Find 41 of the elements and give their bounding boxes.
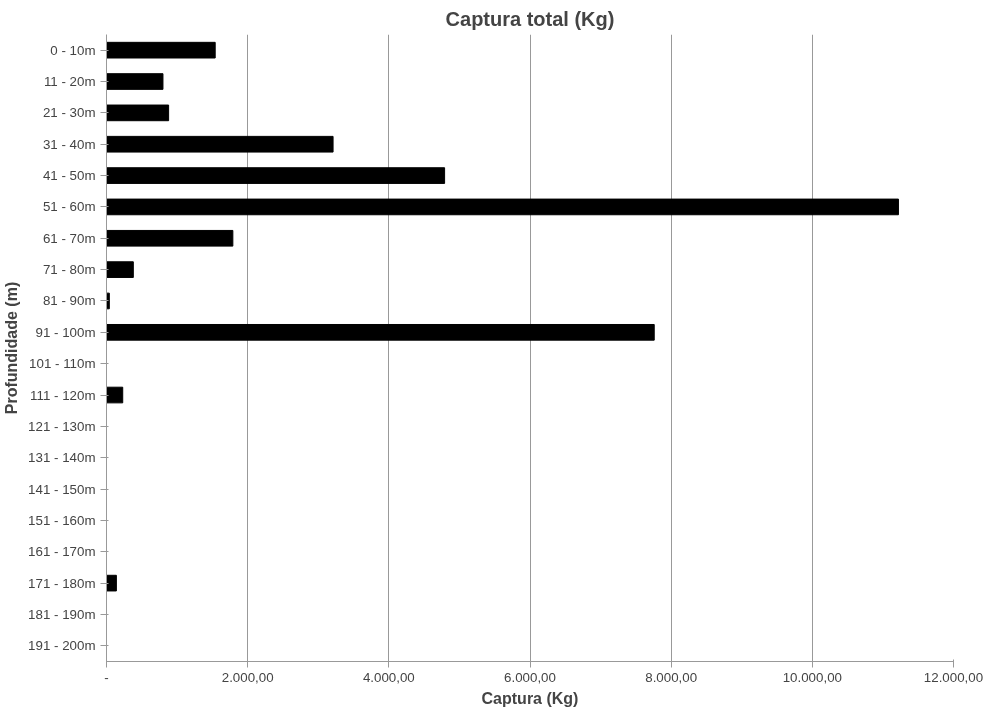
y-tick-label: 61 - 70m: [42, 230, 96, 246]
x-tick-label: 12.000,00: [923, 669, 984, 685]
y-tick-label: 111 - 120m: [30, 387, 96, 403]
bar: [106, 41, 216, 59]
y-tick-label: 151 - 160m: [28, 512, 96, 528]
x-tick-label: 10.000,00: [782, 669, 842, 685]
y-tick-label: 21 - 30m: [42, 105, 96, 121]
y-tick-label: 81 - 90m: [42, 293, 96, 309]
bar: [106, 386, 124, 404]
bar: [106, 198, 899, 216]
bar: [106, 73, 164, 90]
x-tick-label: 4.000,00: [362, 669, 415, 685]
bar: [106, 574, 117, 592]
y-axis-title: Profundidade (m): [3, 281, 21, 415]
x-axis-title: Captura (Kg): [481, 689, 579, 707]
y-tick-label: 161 - 170m: [28, 544, 96, 560]
bar: [106, 323, 655, 341]
y-tick-label: 141 - 150m: [28, 481, 96, 497]
x-tick-label: 8.000,00: [645, 669, 698, 685]
x-tick-label: 6.000,00: [504, 669, 556, 685]
y-tick-label: 51 - 60m: [42, 199, 96, 215]
y-tick-label: 31 - 40m: [42, 136, 96, 152]
bar: [106, 261, 134, 278]
x-tick-label: 2.000,00: [221, 669, 274, 685]
y-tick-label: 121 - 130m: [28, 418, 96, 434]
x-tick-label: -: [104, 669, 109, 685]
y-tick-label: 11 - 20m: [43, 74, 96, 90]
y-tick-label: 41 - 50m: [42, 168, 96, 184]
y-tick-label: 0 - 10m: [50, 42, 96, 58]
y-tick-label: 181 - 190m: [28, 606, 96, 622]
chart-title: Captura total (Kg): [445, 7, 615, 30]
bar: [106, 135, 334, 153]
y-tick-label: 101 - 110m: [29, 356, 96, 372]
y-tick-label: 131 - 140m: [28, 450, 96, 466]
y-tick-label: 171 - 180m: [28, 575, 96, 591]
bar: [106, 229, 234, 247]
bar: [106, 167, 446, 184]
y-tick-label: 71 - 80m: [42, 262, 96, 278]
y-tick-label: 91 - 100m: [35, 324, 96, 340]
bar: [106, 104, 170, 122]
y-tick-label: 191 - 200m: [28, 638, 96, 654]
